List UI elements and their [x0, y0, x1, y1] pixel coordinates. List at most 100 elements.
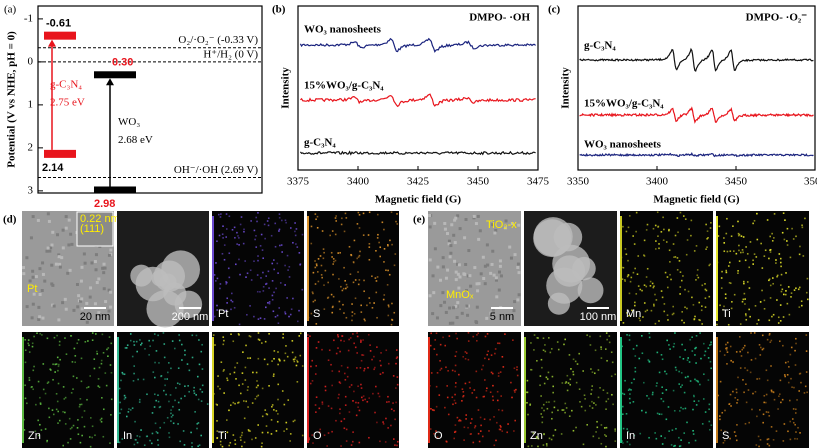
signal-dot [744, 259, 747, 262]
signal-dot [345, 283, 348, 286]
signal-dot [495, 439, 497, 442]
signal-dot [96, 350, 98, 353]
signal-dot [661, 386, 663, 388]
signal-dot [76, 377, 78, 379]
signal-dot [590, 368, 592, 370]
signal-dot [788, 313, 791, 316]
texture [494, 228, 498, 232]
signal-dot [162, 332, 165, 334]
signal-dot [595, 431, 597, 433]
signal-dot [780, 273, 783, 276]
texture [476, 289, 480, 293]
signal-dot [253, 260, 255, 263]
signal-dot [222, 370, 225, 372]
texture [93, 260, 97, 264]
signal-dot [717, 394, 719, 397]
signal-dot [240, 439, 242, 441]
color-strip [620, 337, 622, 443]
signal-dot [231, 228, 234, 231]
signal-dot [792, 421, 795, 424]
signal-dot [742, 280, 745, 283]
signal-dot [442, 336, 444, 339]
signal-dot [696, 274, 699, 277]
signal-dot [314, 213, 317, 215]
signal-dot [801, 226, 804, 229]
signal-dot [805, 350, 808, 352]
signal-dot [531, 445, 533, 447]
texture [463, 236, 467, 240]
signal-dot [696, 380, 699, 382]
signal-dot [358, 227, 361, 229]
band-gap-label: 2.68 eV [118, 134, 153, 146]
signal-dot [768, 319, 771, 322]
signal-dot [667, 319, 669, 321]
signal-dot [52, 413, 55, 416]
signal-dot [678, 383, 681, 385]
signal-dot [273, 409, 275, 411]
signal-dot [284, 311, 286, 313]
signal-dot [237, 235, 239, 237]
signal-dot [543, 382, 546, 385]
texture [107, 253, 111, 257]
texture [479, 272, 483, 276]
signal-dot [493, 444, 496, 447]
signal-dot [724, 430, 726, 433]
signal-dot [690, 219, 693, 222]
signal-dot [322, 248, 325, 250]
signal-dot [102, 408, 105, 411]
signal-dot [785, 272, 787, 274]
signal-dot [723, 439, 726, 442]
signal-dot [230, 308, 232, 311]
signal-dot [536, 337, 538, 339]
signal-dot [200, 350, 203, 353]
scale-label: 100 nm [580, 311, 617, 323]
signal-dot [267, 217, 270, 220]
signal-dot [785, 290, 787, 292]
signal-dot [749, 315, 751, 318]
x-tick-label: 3375 [287, 176, 310, 188]
signal-dot [335, 215, 338, 217]
texture [495, 295, 499, 299]
texture [474, 222, 478, 226]
signal-dot [782, 212, 785, 214]
signal-dot [153, 333, 156, 335]
signal-dot [294, 356, 297, 359]
signal-dot [669, 348, 671, 350]
signal-dot [344, 404, 347, 406]
signal-dot [698, 318, 700, 321]
signal-dot [346, 375, 349, 378]
signal-dot [776, 299, 778, 301]
signal-dot [799, 432, 801, 434]
signal-dot [72, 424, 75, 427]
signal-dot [221, 233, 224, 236]
signal-dot [102, 435, 105, 438]
signal-dot [317, 280, 320, 283]
signal-dot [755, 256, 758, 258]
signal-dot [263, 223, 266, 226]
valence-band [44, 149, 76, 158]
signal-dot [740, 251, 742, 254]
signal-dot [580, 405, 583, 408]
signal-dot [340, 223, 343, 226]
signal-dot [283, 359, 286, 362]
signal-dot [768, 415, 771, 417]
signal-dot [340, 339, 342, 342]
signal-dot [471, 418, 473, 420]
signal-dot [42, 363, 45, 365]
signal-dot [679, 211, 682, 214]
signal-dot [360, 311, 363, 313]
signal-dot [201, 368, 204, 370]
signal-dot [756, 378, 758, 380]
texture [517, 293, 521, 297]
signal-dot [57, 422, 59, 424]
signal-dot [589, 335, 591, 338]
signal-dot [717, 235, 720, 237]
signal-dot [612, 403, 614, 406]
signal-dot [226, 297, 229, 300]
signal-dot [474, 425, 477, 427]
signal-dot [638, 357, 641, 360]
signal-dot [262, 290, 265, 292]
signal-dot [565, 407, 568, 409]
texture [79, 279, 83, 283]
signal-dot [243, 230, 245, 233]
